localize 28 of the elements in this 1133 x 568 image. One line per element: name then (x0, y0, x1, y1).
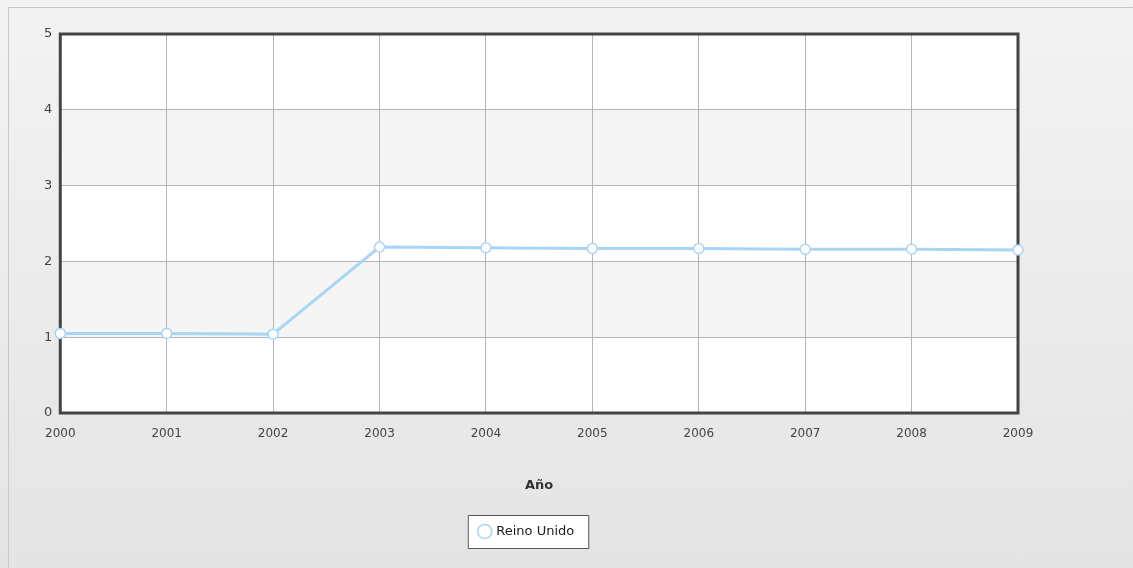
x-axis-title: Año (525, 476, 554, 492)
y-tick-label: 0 (43, 404, 53, 420)
point (54, 327, 67, 340)
point (267, 328, 279, 340)
x-tick-label: 2005 (577, 426, 608, 441)
x-tick-label: 2004 (470, 426, 502, 441)
y-tick-label: 3 (43, 176, 53, 192)
y-tick-label: 4 (43, 101, 53, 117)
x-tick-label: 2001 (151, 426, 182, 441)
x-tick-label: 2008 (896, 426, 927, 441)
point (693, 242, 705, 255)
x-tick-label: 2002 (257, 426, 289, 441)
point (905, 243, 918, 256)
point (586, 242, 599, 255)
point (160, 327, 173, 340)
x-tick-label: 2009 (1002, 426, 1034, 441)
y-tick-label: 5 (43, 25, 53, 41)
x-tick-label: 2007 (789, 426, 821, 441)
point (373, 241, 386, 253)
point (799, 243, 811, 256)
x-tick-label: 2003 (364, 426, 395, 441)
x-tick-label: 2000 (45, 426, 76, 441)
x-tick-label: 2006 (683, 426, 715, 441)
y-tick-label: 2 (43, 252, 53, 268)
y-tick-label: 1 (43, 328, 53, 344)
legend-label: Reino Unido (496, 522, 575, 538)
point (480, 242, 492, 254)
point (1012, 244, 1024, 256)
